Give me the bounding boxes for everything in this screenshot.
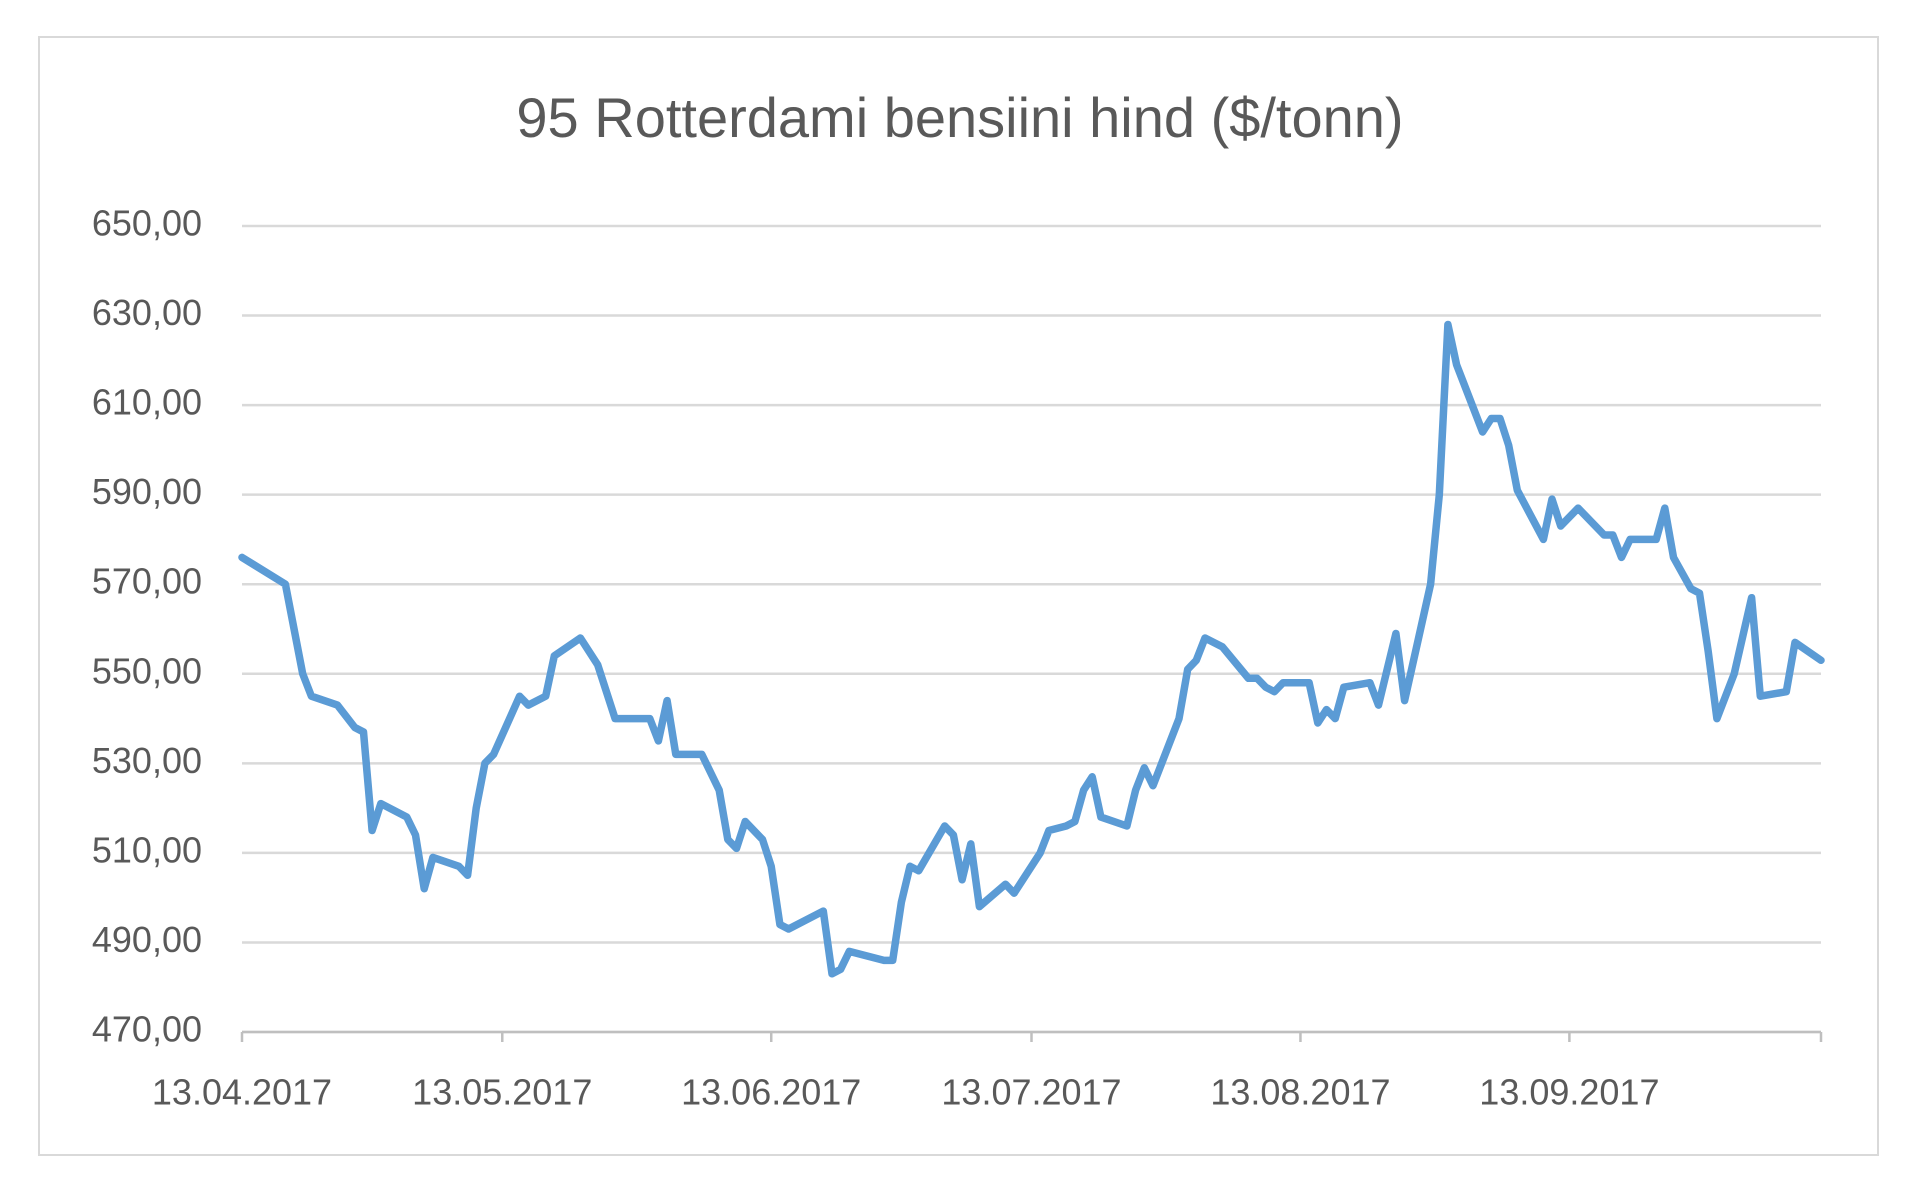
x-tick-label: 13.05.2017 — [412, 1072, 592, 1113]
x-tick-label: 13.09.2017 — [1479, 1072, 1659, 1113]
line-series — [238, 320, 1825, 978]
y-tick-label: 530,00 — [92, 740, 202, 781]
y-tick-label: 590,00 — [92, 471, 202, 512]
y-tick-label: 610,00 — [92, 382, 202, 423]
y-tick-label: 570,00 — [92, 561, 202, 602]
y-tick-label: 490,00 — [92, 919, 202, 960]
y-tick-label: 550,00 — [92, 650, 202, 691]
x-tick-label: 13.07.2017 — [941, 1072, 1121, 1113]
y-tick-label: 630,00 — [92, 292, 202, 333]
chart-border — [38, 36, 1879, 1156]
x-tick-label: 13.04.2017 — [152, 1072, 332, 1113]
y-tick-label: 510,00 — [92, 829, 202, 870]
x-tick-label: 13.06.2017 — [681, 1072, 861, 1113]
y-tick-label: 650,00 — [92, 203, 202, 244]
chart-title: 95 Rotterdami bensiini hind ($/tonn) — [516, 86, 1403, 149]
y-tick-label: 470,00 — [92, 1009, 202, 1050]
x-tick-label: 13.08.2017 — [1210, 1072, 1390, 1113]
